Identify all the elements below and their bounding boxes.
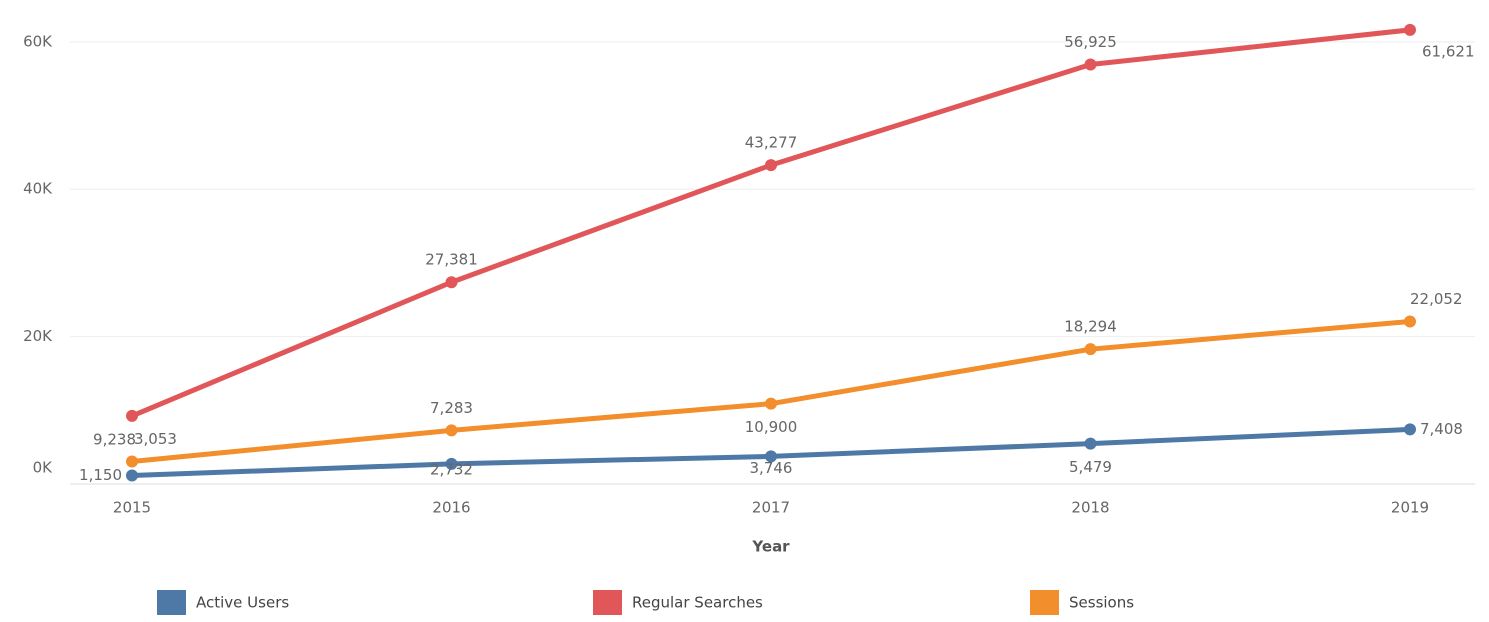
line bbox=[131, 27, 1411, 419]
x-tick-label: 2018 bbox=[1071, 499, 1109, 517]
data-label: 1,150 bbox=[79, 466, 122, 484]
data-label: 9,238 bbox=[93, 430, 136, 448]
data-label: 43,277 bbox=[745, 134, 798, 152]
point bbox=[1084, 343, 1097, 356]
data-label: 27,381 bbox=[425, 251, 478, 269]
y-tick-label: 20K bbox=[23, 327, 53, 345]
data-label: 10,900 bbox=[745, 418, 798, 436]
data-label: 61,621 bbox=[1422, 42, 1475, 60]
y-tick-label: 60K bbox=[23, 32, 53, 50]
point bbox=[126, 469, 138, 482]
legend-swatch bbox=[157, 590, 186, 615]
legend-swatch bbox=[1030, 590, 1059, 615]
point bbox=[445, 457, 458, 470]
legend-label: Sessions bbox=[1069, 594, 1134, 612]
data-label: 18,294 bbox=[1064, 318, 1117, 336]
legend-label: Active Users bbox=[196, 594, 289, 612]
y-tick-label: 0K bbox=[33, 459, 54, 477]
data-label: 56,925 bbox=[1064, 33, 1117, 51]
data-label: 5,479 bbox=[1069, 458, 1112, 476]
data-label: 2,732 bbox=[430, 460, 473, 478]
x-axis-label: Year bbox=[751, 538, 790, 556]
legend-swatch bbox=[593, 590, 622, 615]
point bbox=[445, 276, 458, 289]
y-tick-label: 40K bbox=[23, 180, 53, 198]
point bbox=[765, 450, 777, 463]
data-label: 7,408 bbox=[1420, 420, 1463, 438]
x-tick-label: 2017 bbox=[752, 499, 790, 517]
point bbox=[126, 455, 138, 468]
point bbox=[1084, 58, 1097, 71]
legend-label: Regular Searches bbox=[632, 594, 763, 612]
point bbox=[765, 159, 777, 172]
data-label: 3,053 bbox=[134, 430, 177, 448]
x-tick-label: 2019 bbox=[1391, 499, 1429, 517]
line bbox=[131, 319, 1411, 464]
x-tick-label: 2016 bbox=[432, 499, 470, 517]
data-label: 3,746 bbox=[750, 459, 793, 477]
point bbox=[126, 409, 138, 422]
data-label: 22,052 bbox=[1410, 290, 1463, 308]
point bbox=[765, 397, 777, 410]
point bbox=[1404, 315, 1416, 328]
point bbox=[445, 424, 458, 437]
x-tick-label: 2015 bbox=[113, 499, 151, 517]
point bbox=[1404, 23, 1416, 36]
point bbox=[1084, 437, 1097, 450]
point bbox=[1404, 423, 1416, 436]
data-label: 7,283 bbox=[430, 399, 473, 417]
